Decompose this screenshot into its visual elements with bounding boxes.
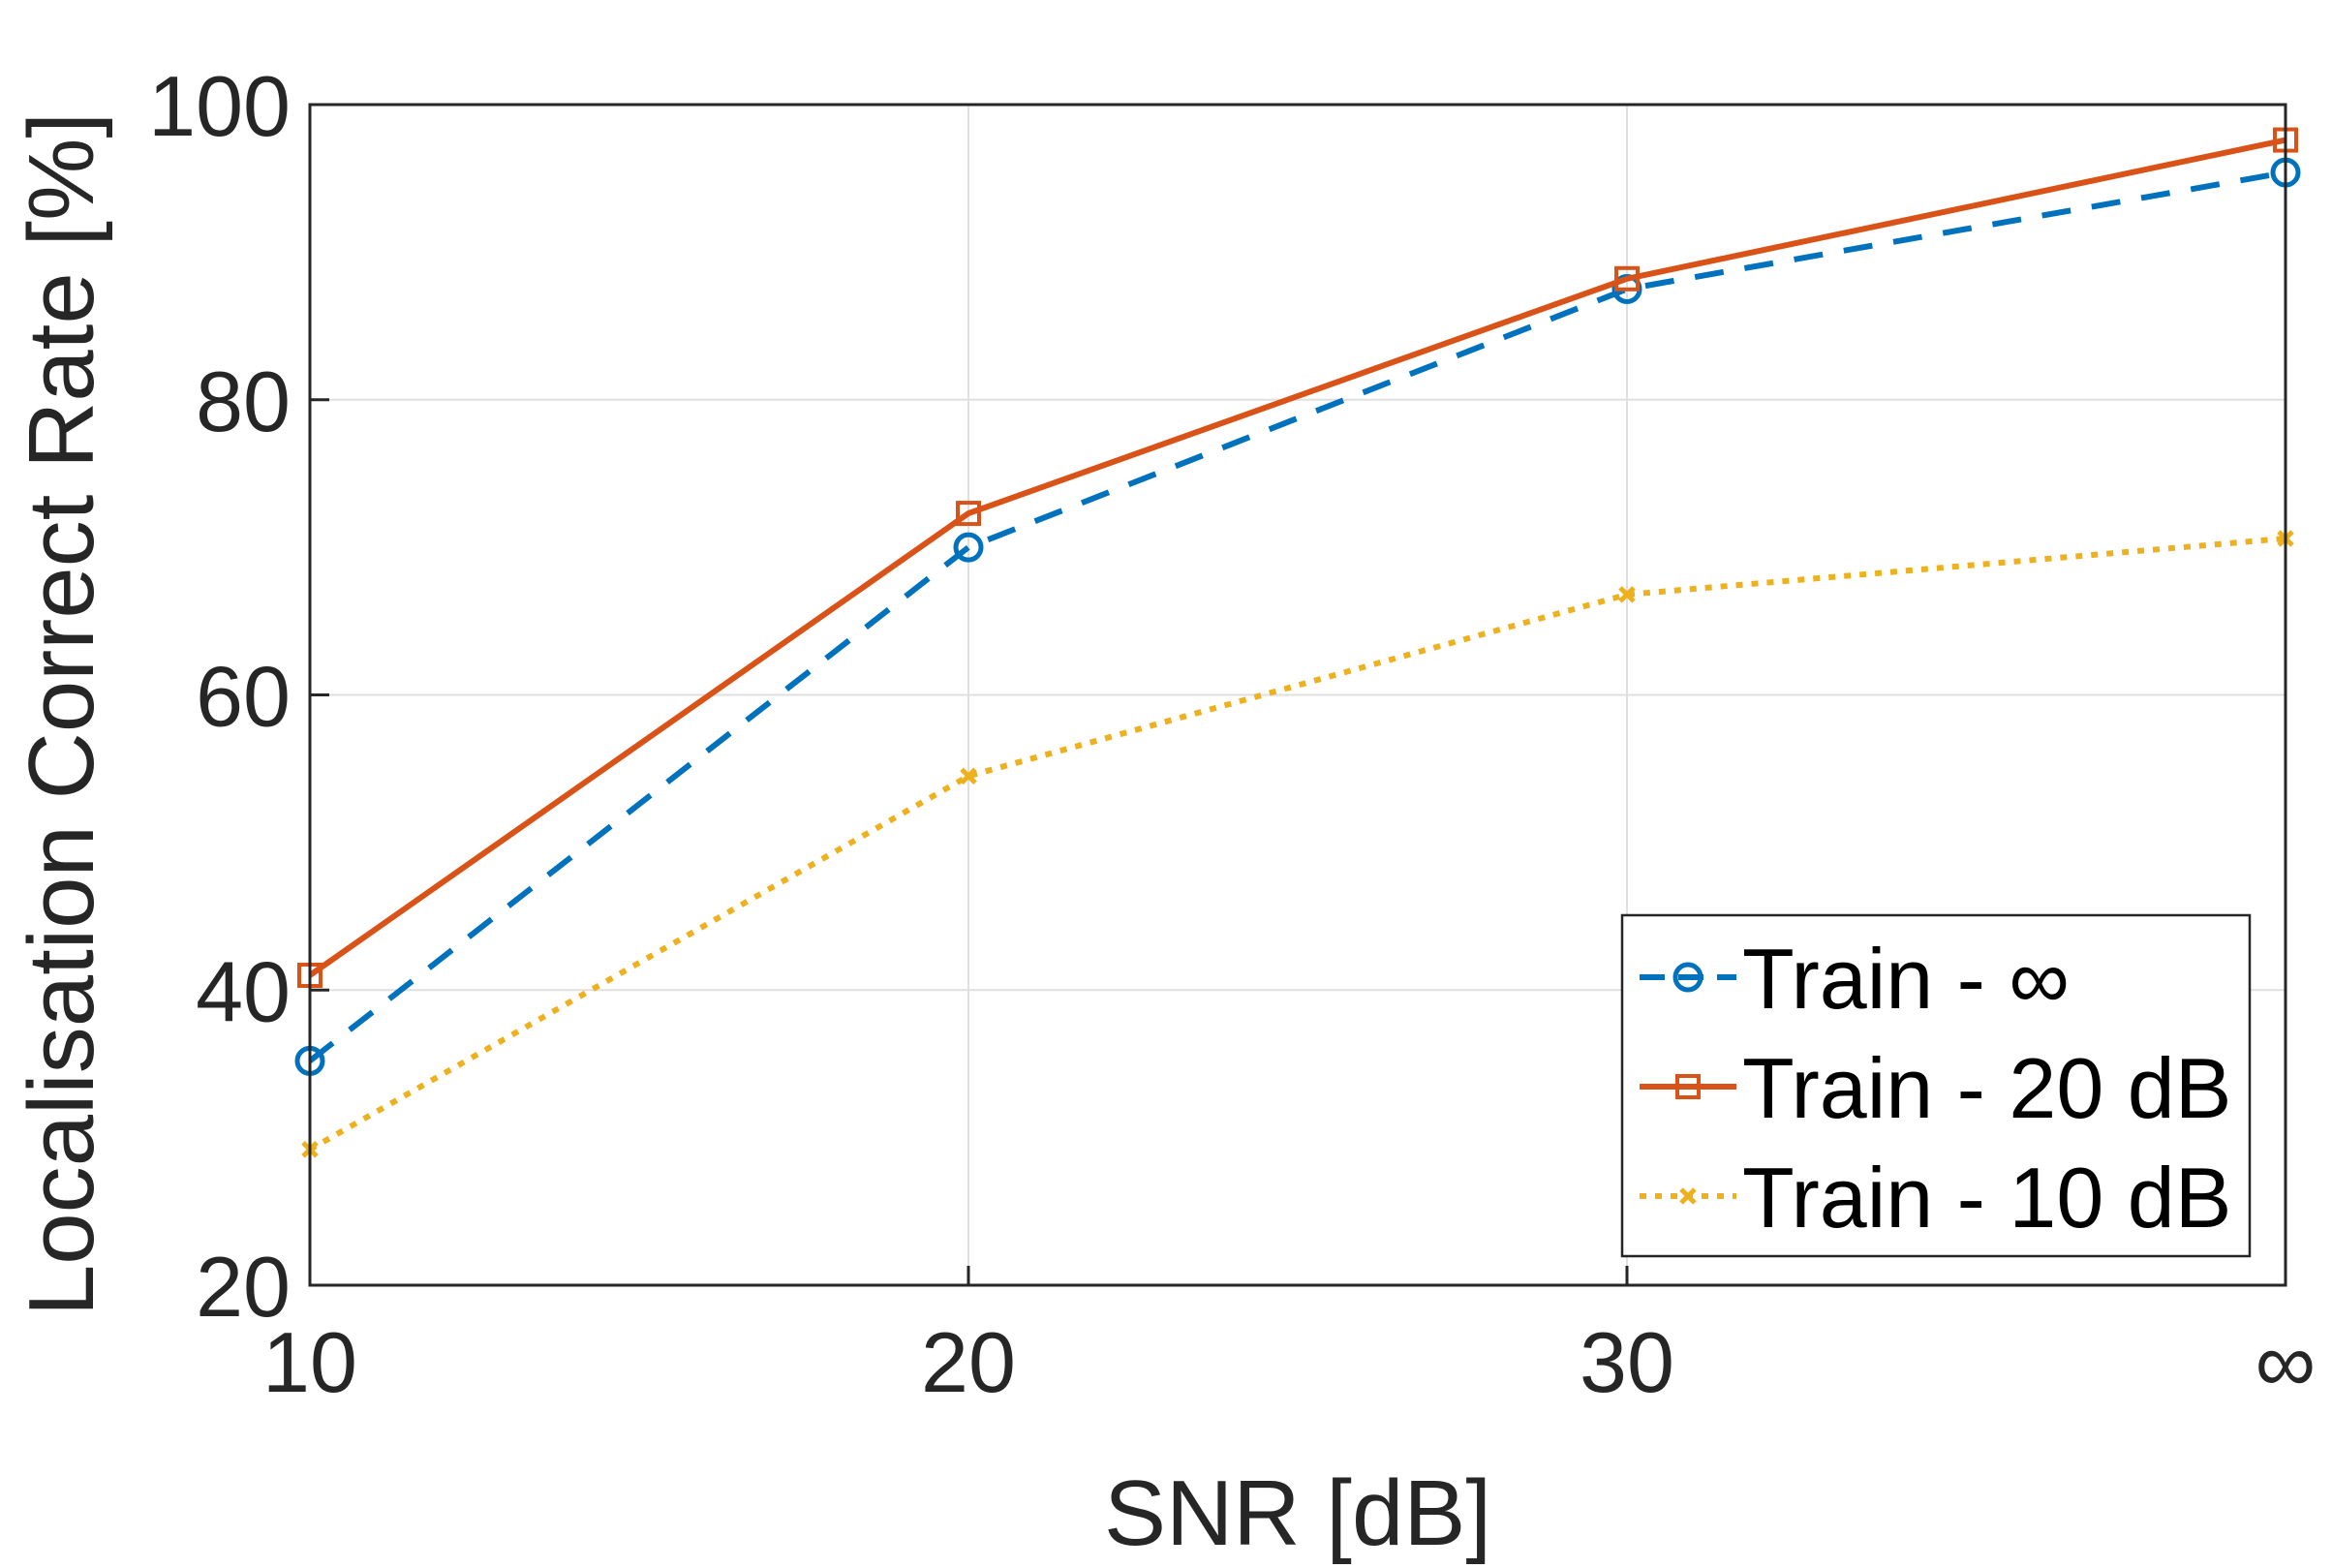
data-point	[1614, 265, 1640, 292]
data-point	[1618, 586, 1636, 603]
x-axis-title: SNR [dB]	[1104, 1461, 1491, 1565]
legend-item: Train - 10 dB	[1640, 1150, 2231, 1245]
series-line	[308, 137, 2286, 978]
data-point	[960, 767, 977, 785]
legend-item: Train - ∞	[1640, 931, 2070, 1027]
y-tick-label: 40	[196, 943, 291, 1039]
data-point	[953, 532, 984, 563]
x-tick-label: 30	[1580, 1314, 1674, 1410]
legend-item: Train - 20 dB	[1640, 1040, 2231, 1136]
x-tick-label: 10	[262, 1314, 357, 1410]
y-tick-label: 20	[196, 1239, 291, 1335]
data-point	[956, 501, 981, 527]
legend-marker	[1675, 1074, 1701, 1099]
series-layer	[294, 127, 2301, 1158]
series-line	[308, 535, 2286, 1153]
legend-label: Train - 10 dB	[1742, 1150, 2231, 1245]
x-tick-label: 20	[921, 1314, 1016, 1410]
x-tick-label: ∞	[2255, 1314, 2317, 1410]
y-tick-label: 80	[196, 354, 291, 449]
series-2	[297, 127, 2298, 989]
legend-label: Train - 20 dB	[1742, 1040, 2231, 1136]
legend-label: Train - ∞	[1742, 931, 2070, 1027]
legend: Train - ∞ Train - 20 dB Train - 10 dB	[1620, 913, 2252, 1258]
y-tick-label: 100	[148, 58, 291, 154]
y-axis-title: Localisation Correct Rate [%]	[10, 112, 113, 1316]
series-line	[308, 169, 2286, 1063]
legend-marker	[1679, 1187, 1697, 1205]
legend-marker	[1672, 962, 1703, 993]
y-tick-label: 60	[196, 649, 291, 745]
